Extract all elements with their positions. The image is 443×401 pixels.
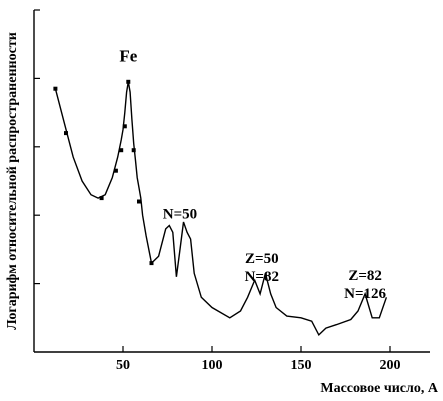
data-point (113, 168, 118, 173)
data-point (122, 124, 127, 129)
x-tick-label: 50 (116, 358, 130, 373)
x-tick-label: 200 (380, 358, 401, 373)
y-ticks (34, 9, 40, 285)
annotation-z50-line-2: N=82 (245, 269, 279, 285)
data-point (131, 148, 136, 153)
annotation-fe: Fe (119, 46, 137, 65)
x-tick-label: 100 (202, 358, 223, 373)
annotation-z50: Z=50 (245, 251, 279, 267)
data-point (53, 86, 58, 91)
data-point (119, 148, 124, 153)
abundance-curve (54, 81, 388, 337)
data-point (137, 199, 141, 204)
x-ticks: 50 100 150 200 (116, 346, 401, 373)
data-point (126, 79, 131, 84)
y-axis-label: Логарифм относительной распространенност… (5, 32, 20, 330)
data-points (53, 79, 154, 266)
x-tick-label: 150 (291, 358, 312, 373)
annotation-n50: N=50 (163, 207, 197, 223)
annotations: Fe N=50 Z=50 N=82 Z=82 N=126 (119, 46, 386, 302)
x-axis-label: Массовое число, А (320, 381, 439, 396)
annotation-z82-line-2: N=126 (344, 286, 386, 302)
data-point (99, 196, 104, 201)
data-point (149, 261, 154, 266)
data-point (64, 131, 68, 136)
annotation-z82: Z=82 (348, 268, 382, 284)
